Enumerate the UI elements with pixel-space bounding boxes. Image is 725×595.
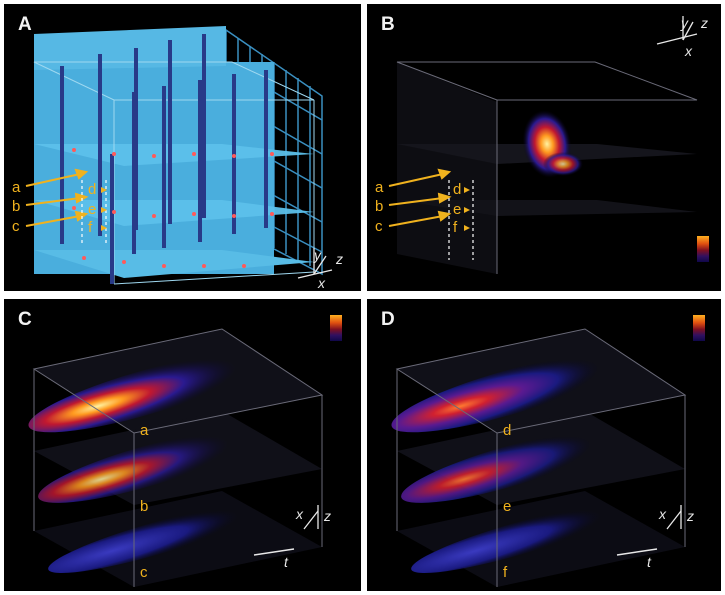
plume-a (28, 353, 260, 433)
slice-label-e: e (503, 498, 512, 515)
t-axis-line (616, 548, 658, 556)
panel-letter: D (381, 309, 395, 330)
annotation-e: e (88, 201, 97, 218)
structure-render (25, 26, 333, 285)
axis-label-x: x (685, 43, 692, 59)
annotation-a: a (12, 179, 21, 196)
slice-label-d: d (503, 422, 512, 439)
axis-label-x: x (296, 506, 303, 522)
panel-letter: A (18, 14, 32, 35)
axis-triad-icon (297, 248, 333, 279)
annotation-d: d (453, 181, 462, 198)
axis-label-y: y (681, 15, 688, 31)
annotation-b: b (12, 198, 21, 215)
annotation-e: e (453, 201, 462, 218)
colorbar-icon (693, 315, 705, 341)
annotation-b: b (375, 198, 384, 215)
field-render (388, 16, 698, 274)
box-outline (396, 61, 698, 274)
axis-label-z: z (324, 508, 331, 524)
plume-b (38, 431, 250, 503)
axis-triad-icon (666, 505, 682, 530)
arrow-icon (388, 168, 452, 227)
axis-triad-icon (656, 16, 698, 45)
plume-f (411, 505, 623, 573)
slice-label-c: c (140, 564, 148, 581)
panel-d: D d e f x z t (367, 299, 721, 591)
panel-letter: C (18, 309, 32, 330)
axis-label-z: z (701, 15, 708, 31)
slice-label-f: f (503, 564, 508, 581)
axis-label-x: x (318, 275, 325, 291)
t-axis-line (253, 548, 295, 556)
upper-wall (34, 26, 226, 70)
plume-d (391, 353, 623, 433)
annotation-c: c (375, 218, 383, 235)
axis-label-y: y (314, 247, 321, 263)
slice-middle (397, 200, 697, 216)
floor-upper (34, 144, 314, 166)
floor-lower (34, 250, 314, 278)
annotation-a: a (375, 179, 384, 196)
panel-a: A a b c d e f y z x (4, 4, 361, 291)
floor-middle (34, 200, 314, 226)
panel-c: C a b c x z t (4, 299, 361, 591)
slices-render (28, 328, 324, 587)
annotation-f: f (88, 219, 93, 236)
slice-label-a: a (140, 422, 149, 439)
panel-b: B a b c d e f y z x (367, 4, 721, 291)
plume-e (401, 431, 613, 503)
axis-label-z: z (336, 251, 343, 267)
axis-label-t: t (284, 554, 288, 570)
axis-label-t: t (647, 554, 651, 570)
pillars (60, 34, 268, 284)
axis-label-z: z (687, 508, 694, 524)
box-outline (395, 328, 687, 587)
axis-label-x: x (659, 506, 666, 522)
box-outline (32, 328, 324, 587)
colorbar-icon (330, 315, 342, 341)
triangle-markers (101, 187, 107, 231)
box-left-face (397, 62, 497, 274)
dashed-guides (81, 180, 107, 244)
triangle-markers (464, 187, 470, 231)
annotation-d: d (88, 181, 97, 198)
dashed-guides (448, 180, 474, 260)
hotspot-tail (543, 152, 583, 176)
axis-triad-icon (303, 505, 319, 530)
annotation-f: f (453, 219, 458, 236)
panel-letter: B (381, 14, 395, 35)
arrow-icon (25, 168, 89, 227)
colorbar-icon (697, 236, 709, 262)
plume-c (48, 505, 260, 573)
slices-render (391, 328, 687, 587)
slice-label-b: b (140, 498, 149, 515)
hole-markers (72, 148, 274, 268)
back-wall (34, 62, 274, 274)
annotation-c: c (12, 218, 20, 235)
